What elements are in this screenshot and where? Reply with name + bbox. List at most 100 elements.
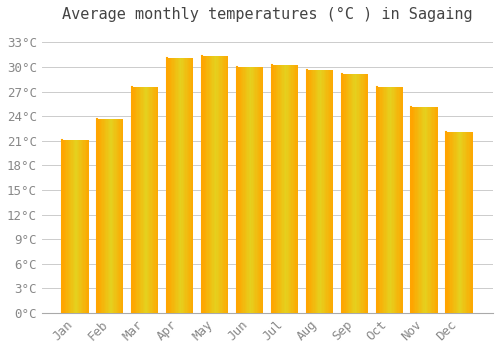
- Bar: [146, 87, 148, 313]
- Bar: [413, 107, 414, 313]
- Bar: [365, 74, 366, 313]
- Bar: [460, 132, 461, 313]
- Bar: [343, 74, 344, 313]
- Bar: [134, 87, 135, 313]
- Bar: [379, 88, 380, 313]
- Bar: [204, 56, 206, 313]
- Title: Average monthly temperatures (°C ) in Sagaing: Average monthly temperatures (°C ) in Sa…: [62, 7, 472, 22]
- Bar: [150, 87, 152, 313]
- Bar: [226, 56, 227, 313]
- Bar: [252, 67, 254, 313]
- Bar: [320, 70, 321, 313]
- Bar: [182, 58, 183, 313]
- Bar: [416, 107, 418, 313]
- Bar: [383, 88, 384, 313]
- Bar: [272, 65, 273, 313]
- Bar: [148, 87, 149, 313]
- Bar: [351, 74, 352, 313]
- Bar: [396, 88, 398, 313]
- Bar: [110, 119, 112, 313]
- Bar: [171, 58, 172, 313]
- Bar: [344, 74, 346, 313]
- Bar: [153, 87, 154, 313]
- Bar: [324, 70, 325, 313]
- Bar: [458, 132, 460, 313]
- Bar: [179, 58, 180, 313]
- Bar: [391, 88, 392, 313]
- Bar: [244, 67, 246, 313]
- Bar: [280, 65, 281, 313]
- Bar: [84, 140, 86, 313]
- Bar: [322, 70, 324, 313]
- Bar: [105, 119, 106, 313]
- Bar: [456, 132, 457, 313]
- Bar: [289, 65, 290, 313]
- Bar: [284, 65, 285, 313]
- Bar: [65, 140, 66, 313]
- Bar: [101, 119, 102, 313]
- Bar: [380, 88, 382, 313]
- Bar: [188, 58, 190, 313]
- Bar: [384, 88, 386, 313]
- Bar: [390, 88, 391, 313]
- Bar: [358, 74, 360, 313]
- Bar: [78, 140, 80, 313]
- Bar: [342, 74, 343, 313]
- Bar: [190, 58, 192, 313]
- Bar: [157, 87, 158, 313]
- Bar: [210, 56, 211, 313]
- Bar: [121, 119, 122, 313]
- Bar: [310, 70, 312, 313]
- Bar: [97, 119, 98, 313]
- Bar: [424, 107, 426, 313]
- Bar: [64, 140, 65, 313]
- Bar: [466, 132, 468, 313]
- Bar: [352, 74, 354, 313]
- Bar: [332, 70, 333, 313]
- Bar: [254, 67, 255, 313]
- Bar: [144, 87, 145, 313]
- Bar: [113, 119, 114, 313]
- Bar: [118, 119, 120, 313]
- Bar: [145, 87, 146, 313]
- Bar: [154, 87, 156, 313]
- Bar: [211, 56, 212, 313]
- Bar: [471, 132, 472, 313]
- Bar: [256, 67, 258, 313]
- Bar: [464, 132, 466, 313]
- Bar: [260, 67, 262, 313]
- Bar: [278, 65, 280, 313]
- Bar: [149, 87, 150, 313]
- Bar: [208, 56, 210, 313]
- Bar: [350, 74, 351, 313]
- Bar: [453, 132, 454, 313]
- Bar: [108, 119, 109, 313]
- Bar: [420, 107, 422, 313]
- Bar: [412, 107, 413, 313]
- Bar: [86, 140, 87, 313]
- Bar: [318, 70, 320, 313]
- Bar: [316, 70, 317, 313]
- Bar: [212, 56, 214, 313]
- Bar: [250, 67, 252, 313]
- Bar: [227, 56, 228, 313]
- Bar: [296, 65, 298, 313]
- Bar: [356, 74, 358, 313]
- Bar: [242, 67, 244, 313]
- Bar: [176, 58, 178, 313]
- Bar: [277, 65, 278, 313]
- Bar: [220, 56, 222, 313]
- Bar: [434, 107, 435, 313]
- Bar: [168, 58, 170, 313]
- Bar: [140, 87, 141, 313]
- Bar: [175, 58, 176, 313]
- Bar: [241, 67, 242, 313]
- Bar: [399, 88, 400, 313]
- Bar: [286, 65, 288, 313]
- Bar: [376, 88, 378, 313]
- Bar: [132, 87, 134, 313]
- Bar: [136, 87, 138, 313]
- Bar: [386, 88, 387, 313]
- Bar: [167, 58, 168, 313]
- Bar: [423, 107, 424, 313]
